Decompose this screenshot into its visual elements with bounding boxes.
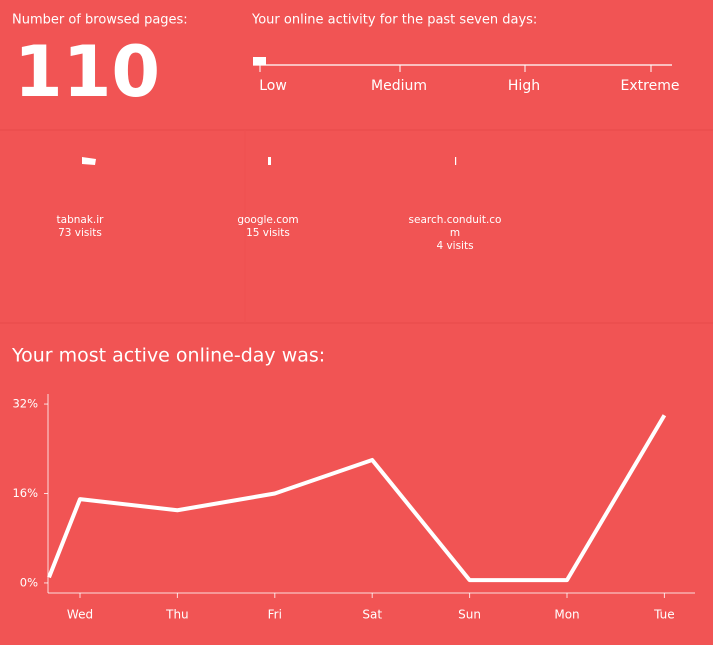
line-series	[47, 414, 667, 583]
site: tabnak.ir 73 visits	[30, 214, 130, 240]
meter-fill	[253, 57, 266, 65]
site-icon	[82, 157, 96, 165]
site-icon	[455, 157, 457, 165]
site-visits: 73 visits	[58, 227, 102, 239]
x-tick-label: Thu	[165, 608, 189, 622]
y-tick-label: 16%	[12, 486, 38, 500]
activity-label: Your online activity for the past seven …	[251, 13, 537, 28]
site-name: google.com	[237, 214, 299, 226]
x-tick-label: Sun	[458, 608, 481, 622]
y-tick-label: 0%	[20, 575, 38, 589]
site: google.com 15 visits	[218, 214, 318, 240]
site-name: tabnak.ir	[56, 214, 104, 226]
x-tick-label: Wed	[67, 608, 93, 622]
meter-label: Medium	[371, 78, 427, 94]
meter-label: Extreme	[621, 78, 680, 94]
site: search.conduit.com 4 visits	[405, 214, 505, 253]
site-icon	[268, 157, 271, 165]
pages-label: Number of browsed pages:	[12, 13, 188, 28]
x-tick-label: Sat	[362, 608, 382, 622]
x-tick-label: Mon	[554, 608, 579, 622]
x-tick-label: Fri	[268, 608, 282, 622]
site-visits: 4 visits	[436, 240, 474, 252]
y-tick-label: 32%	[12, 397, 38, 411]
site-visits: 15 visits	[246, 227, 290, 239]
chart-title: Your most active online-day was:	[11, 345, 325, 367]
meter-label: Low	[259, 78, 287, 94]
meter-label: High	[508, 78, 540, 94]
x-tick-label: Tue	[653, 608, 675, 622]
pages-count: 110	[14, 31, 160, 113]
site-name: search.conduit.com	[408, 214, 502, 239]
